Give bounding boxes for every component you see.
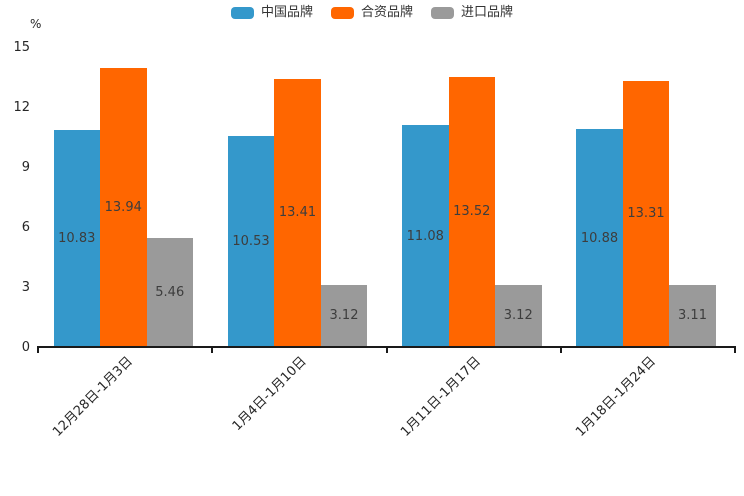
legend-label: 中国品牌 bbox=[260, 5, 313, 20]
plot-area: 10.83 13.94 5.46 10.53 13.41 3.12 11.08 13.52 3.… bbox=[38, 47, 735, 347]
bar-value-label: 3.12 bbox=[503, 308, 533, 324]
x-axis-tick bbox=[559, 346, 562, 353]
bar-value-label: 13.94 bbox=[104, 200, 142, 216]
import-brand-swatch-icon bbox=[431, 6, 454, 19]
x-axis-tick bbox=[385, 346, 388, 353]
x-axis-tick-label: 1月4日-1月10日 bbox=[230, 354, 310, 434]
y-axis-tick-label: 6 bbox=[21, 219, 30, 235]
y-axis-unit-label: % bbox=[30, 17, 42, 31]
bar-value-label: 13.41 bbox=[278, 205, 317, 221]
bar: 10.83 bbox=[53, 130, 100, 347]
y-axis-tick-label: 3 bbox=[21, 279, 30, 295]
legend-item-import-brand: 进口品牌 bbox=[431, 6, 513, 19]
bar: 13.31 bbox=[622, 80, 670, 347]
x-axis-tick bbox=[211, 346, 214, 353]
bar: 13.94 bbox=[100, 68, 147, 347]
y-axis-tick-label: 9 bbox=[21, 159, 30, 175]
bar-value-label: 11.08 bbox=[406, 228, 444, 244]
bar-value-label: 10.53 bbox=[232, 234, 270, 250]
legend: 中国品牌 合资品牌 进口品牌 bbox=[0, 6, 744, 19]
x-axis-tick-label: 1月11日-1月17日 bbox=[398, 354, 485, 440]
bar-value-label: 3.11 bbox=[678, 308, 707, 324]
bar: 10.88 bbox=[576, 129, 623, 347]
y-axis-tick-label: 12 bbox=[13, 99, 30, 115]
china-brand-swatch-icon bbox=[230, 6, 254, 19]
bar-value-label: 5.46 bbox=[155, 284, 185, 300]
x-axis-tick-label: 12月28日-1月3日 bbox=[49, 354, 136, 440]
bar: 10.53 bbox=[227, 136, 275, 347]
bar: 3.12 bbox=[320, 284, 368, 347]
bar-value-label: 13.52 bbox=[453, 204, 491, 220]
bar: 13.52 bbox=[448, 76, 495, 347]
bar-value-label: 13.31 bbox=[627, 206, 665, 222]
x-axis-tick-label: 1月18日-1月24日 bbox=[572, 354, 659, 440]
bar: 3.12 bbox=[495, 284, 542, 347]
legend-label: 合资品牌 bbox=[360, 5, 413, 20]
x-axis-tick bbox=[734, 346, 736, 353]
bar: 13.41 bbox=[274, 78, 321, 347]
bar: 5.46 bbox=[146, 237, 193, 347]
bar: 11.08 bbox=[402, 125, 449, 347]
legend-label: 进口品牌 bbox=[461, 5, 514, 20]
legend-item-joint-venture-brand: 合资品牌 bbox=[330, 5, 413, 20]
x-axis-tick bbox=[37, 346, 39, 353]
bar: 3.11 bbox=[669, 284, 716, 347]
y-axis-tick-label: 15 bbox=[13, 39, 30, 55]
bar-value-label: 10.83 bbox=[58, 231, 96, 247]
bar-value-label: 3.12 bbox=[329, 308, 359, 324]
legend-item-china-brand: 中国品牌 bbox=[230, 5, 313, 20]
y-axis-tick-label: 0 bbox=[21, 339, 30, 355]
bar-value-label: 10.88 bbox=[580, 230, 619, 246]
joint-venture-brand-swatch-icon bbox=[330, 6, 354, 19]
